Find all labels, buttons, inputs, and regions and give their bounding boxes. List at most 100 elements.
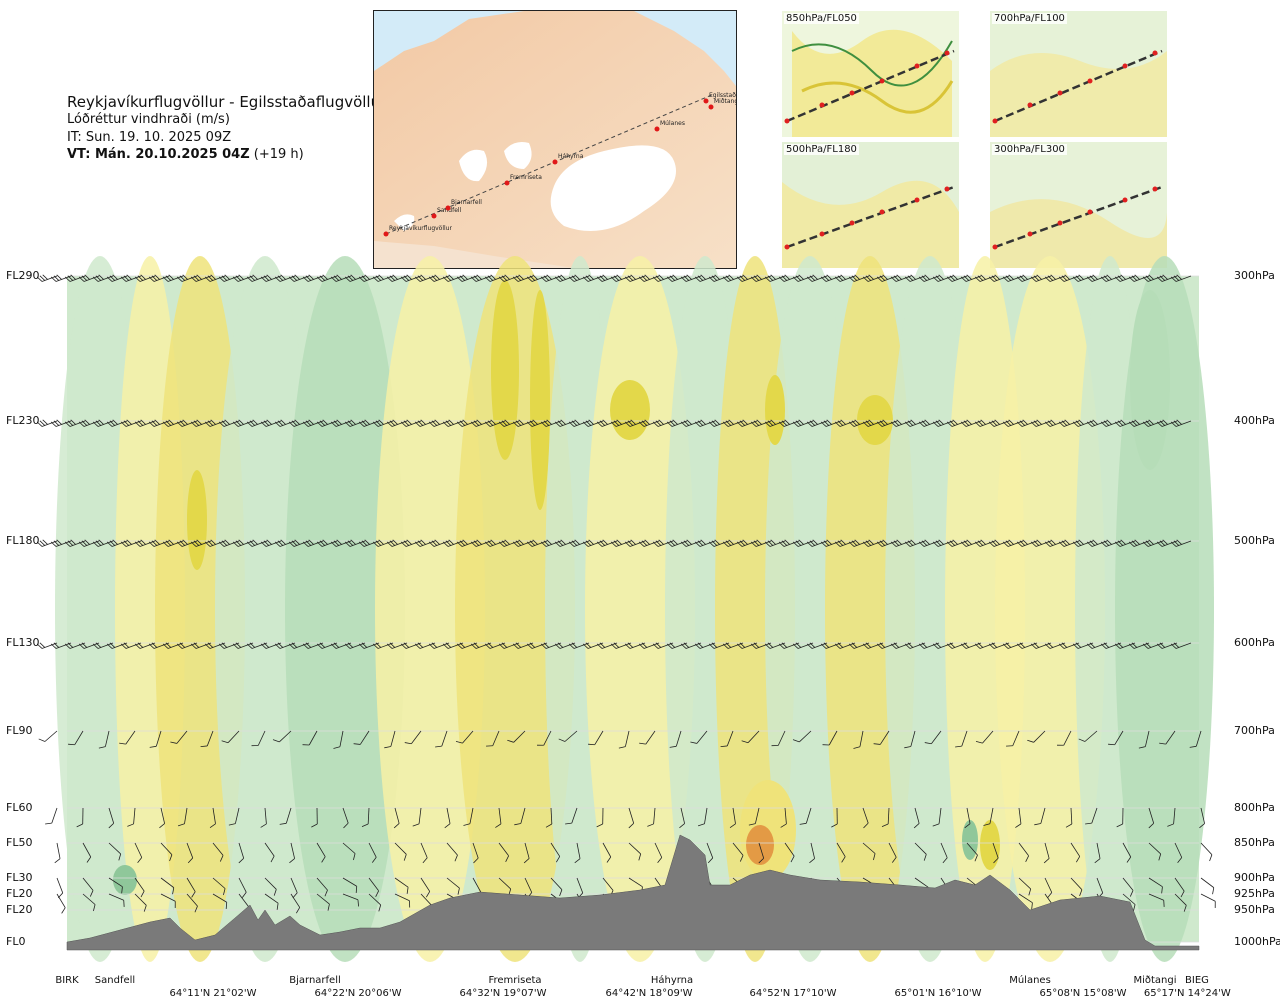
wind-barb (932, 807, 942, 827)
pressure-label: 800hPa (1234, 801, 1275, 814)
wind-barb (149, 730, 162, 748)
wind-barb (311, 807, 318, 828)
wind-barb (1148, 807, 1155, 829)
location-label: Bjarnarfell (289, 975, 341, 986)
velocity-core (113, 865, 137, 895)
wind-barb (204, 539, 226, 547)
issue-time: IT: Sun. 19. 10. 2025 09Z (67, 130, 232, 145)
wind-barb (302, 419, 324, 427)
coordinate-label: 65°01'N 16°10'W (894, 988, 982, 999)
wind-barb (992, 842, 999, 864)
wind-barb (784, 842, 795, 863)
location-label: Sandfell (94, 975, 136, 986)
wind-barb (1027, 730, 1046, 743)
wind-barb (669, 730, 682, 748)
wind-barb (162, 419, 184, 427)
wind-barb (904, 730, 916, 749)
wind-barb (1170, 642, 1192, 649)
wind-barb (264, 877, 277, 896)
wind-barb (1122, 893, 1136, 912)
route-map-svg: Reykjavíkurflugvöllur SandfellBjarnarfell… (374, 11, 736, 268)
wind-barb (342, 893, 359, 907)
flight-level-label: FL90 (6, 724, 33, 737)
wind-barb (1018, 877, 1032, 896)
wind-barb (1170, 539, 1192, 547)
location-label: Miðtangi (1133, 975, 1177, 986)
chart-subtitle: Lóðréttur vindhraði (m/s) (67, 112, 230, 127)
wind-barb (108, 877, 123, 894)
wind-barb (54, 842, 61, 864)
route-station-marker (383, 231, 389, 237)
wind-barb (720, 730, 734, 747)
wind-barb (404, 730, 422, 745)
wind-barb (289, 842, 295, 864)
wind-barb (1006, 730, 1020, 747)
wind-barb (486, 730, 500, 747)
pressure-label: 600hPa (1234, 636, 1275, 649)
wind-barb (238, 842, 245, 864)
wind-barb (1174, 842, 1183, 864)
route-station-marker (552, 159, 558, 165)
terrain-profile (66, 834, 1200, 951)
wind-barb (792, 730, 812, 743)
wind-barb (1018, 893, 1033, 910)
wind-barb (780, 807, 787, 828)
wind-barb (212, 842, 224, 862)
wind-barb (628, 842, 642, 861)
wind-barb (170, 730, 188, 744)
wind-barb (1170, 274, 1192, 282)
pressure-label: 300hPa (1234, 269, 1275, 282)
wind-barb (251, 730, 266, 747)
wind-barb (618, 730, 630, 749)
valid-time: VT: Mán. 20.10.2025 04Z (+19 h) (67, 147, 304, 162)
wind-barb (316, 877, 328, 897)
wind-barb (212, 893, 228, 909)
flight-level-label: FL60 (6, 801, 33, 814)
pressure-label: 700hPa (1234, 724, 1275, 737)
wind-barb (134, 877, 145, 898)
wind-barb (160, 842, 173, 862)
wind-barb (873, 730, 890, 745)
wind-barb (82, 893, 96, 912)
wind-barb (1018, 842, 1029, 862)
velocity-core (491, 280, 519, 460)
coordinate-label: 64°52'N 17°10'W (749, 988, 837, 999)
wind-barb (353, 730, 370, 745)
wind-barb (1122, 877, 1134, 897)
wind-barb (160, 877, 175, 895)
velocity-band (285, 256, 405, 962)
route-map: Reykjavíkurflugvöllur Sandfell Bjarnarfell… (373, 10, 737, 269)
wind-barb (806, 274, 828, 282)
wind-barb (1148, 842, 1162, 861)
wind-barb (342, 807, 349, 829)
wind-barb (186, 877, 196, 898)
glacier-vatnajokull (550, 145, 676, 231)
wind-barb (333, 730, 344, 749)
wind-barb (523, 842, 530, 864)
location-label: Háhyrna (650, 975, 694, 986)
coordinate-label: 64°22'N 20°06'W (314, 988, 402, 999)
wind-barb (654, 842, 663, 864)
panel-label: 500hPa/FL180 (784, 144, 859, 155)
wind-barb (1116, 807, 1124, 828)
wind-barb (1199, 807, 1205, 829)
route-station-marker (504, 180, 510, 186)
flight-level-label: FL30 (6, 871, 33, 884)
wind-barb (316, 274, 338, 282)
wind-barb (602, 842, 612, 863)
wind-barb (913, 807, 920, 829)
wind-barb (394, 842, 407, 861)
wind-barb (679, 807, 685, 829)
wind-barb (596, 807, 604, 828)
route-station-label: Egilsstaðir (709, 92, 736, 99)
wind-barb (514, 807, 526, 826)
panel-500hpa-svg (782, 142, 959, 268)
wind-barb (394, 877, 409, 894)
wind-barb (1159, 730, 1176, 745)
wind-barb (881, 807, 890, 828)
wind-barb (368, 893, 382, 912)
wind-barb (741, 730, 760, 744)
wind-barb (82, 877, 94, 897)
wind-barb (38, 730, 58, 742)
